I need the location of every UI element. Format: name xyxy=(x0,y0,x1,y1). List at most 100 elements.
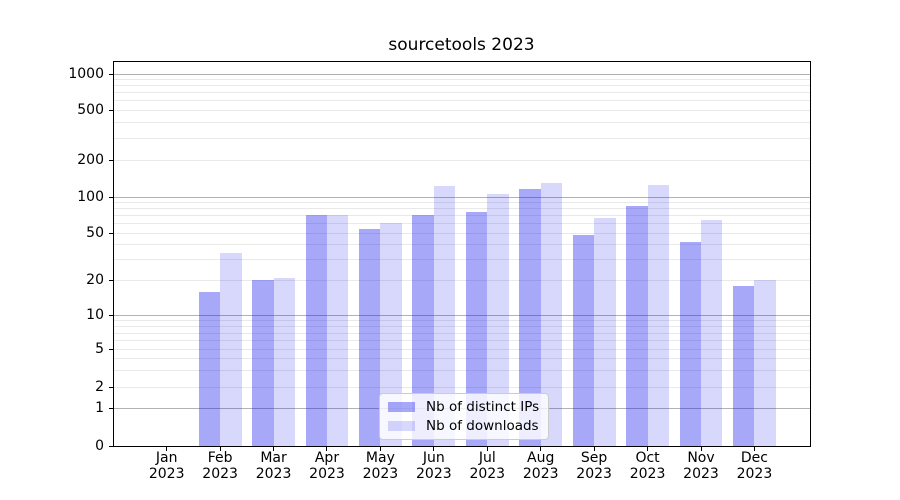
x-label-month: Oct xyxy=(635,450,660,466)
x-label-month: Dec xyxy=(740,450,768,466)
bar-downloads xyxy=(647,184,669,446)
y-axis-tick xyxy=(109,160,113,162)
bar-distinct-ips xyxy=(412,214,434,446)
minor-gridline xyxy=(113,223,810,225)
bar-distinct-ips xyxy=(305,214,327,446)
y-axis-tick-label: 10 xyxy=(86,307,104,324)
y-axis-tick-label: 1000 xyxy=(68,65,104,82)
minor-gridline xyxy=(113,349,810,351)
bar-downloads xyxy=(540,182,563,446)
y-axis-tick-label: 500 xyxy=(77,102,104,118)
legend: Nb of distinct IPs Nb of downloads xyxy=(379,392,550,440)
minor-gridline xyxy=(113,100,810,102)
minor-gridline xyxy=(113,208,810,210)
bar-distinct-ips xyxy=(733,285,755,446)
legend-label: Nb of downloads xyxy=(426,417,539,434)
y-axis-tick-label: 100 xyxy=(77,188,104,205)
x-axis-tick-label: Sep 2023 xyxy=(562,450,626,482)
x-label-year: 2023 xyxy=(416,465,452,482)
x-axis-tick-label: Nov 2023 xyxy=(669,450,733,482)
x-label-year: 2023 xyxy=(309,465,345,482)
x-label-month: Feb xyxy=(207,450,233,466)
minor-gridline xyxy=(113,320,810,322)
minor-gridline xyxy=(113,326,810,328)
plot-area xyxy=(113,61,810,446)
x-axis-tick-label: Feb 2023 xyxy=(188,450,252,482)
x-axis-tick xyxy=(753,446,755,451)
x-label-month: Mar xyxy=(260,450,287,466)
y-axis-tick-label: 200 xyxy=(77,152,104,169)
minor-gridline xyxy=(113,370,810,372)
y-axis-tick xyxy=(109,196,113,198)
y-axis-tick-label: 20 xyxy=(86,272,104,289)
bar-distinct-ips xyxy=(252,280,274,446)
x-label-year: 2023 xyxy=(202,465,238,482)
minor-gridline xyxy=(113,332,810,334)
spine-right xyxy=(810,60,811,447)
bar-distinct-ips xyxy=(626,206,648,446)
bar-downloads xyxy=(326,214,349,446)
bar-downloads xyxy=(594,218,616,446)
minor-gridline xyxy=(113,92,810,94)
minor-gridline xyxy=(113,110,810,111)
x-label-month: Jan xyxy=(155,450,178,466)
minor-gridline xyxy=(113,232,810,234)
y-axis-tick-label: 5 xyxy=(95,341,104,358)
minor-gridline xyxy=(113,160,810,162)
x-label-month: Sep xyxy=(580,450,608,466)
x-axis-tick xyxy=(647,446,649,451)
x-axis-tick-label: Jan 2023 xyxy=(135,450,199,482)
legend-item: Nb of downloads xyxy=(388,417,539,435)
minor-gridline xyxy=(113,340,810,342)
bar-downloads xyxy=(487,194,509,446)
x-axis-tick xyxy=(379,446,381,451)
legend-item: Nb of distinct IPs xyxy=(388,398,539,416)
x-axis-tick xyxy=(486,446,488,451)
x-label-year: 2023 xyxy=(576,465,612,482)
y-axis-tick xyxy=(109,73,113,75)
x-label-year: 2023 xyxy=(362,465,399,482)
legend-swatch-distinct-ips xyxy=(388,401,415,412)
x-label-month: Nov xyxy=(687,450,715,466)
spine-top xyxy=(113,60,811,62)
bar-downloads xyxy=(433,186,456,446)
y-axis-tick xyxy=(109,280,113,282)
y-axis-tick-label: 1 xyxy=(95,400,104,417)
minor-gridline xyxy=(113,122,810,124)
bar-downloads xyxy=(273,277,295,446)
x-label-month: May xyxy=(365,450,395,466)
y-axis-tick-label: 2 xyxy=(95,378,104,395)
x-label-year: 2023 xyxy=(469,465,506,482)
x-axis-tick xyxy=(219,446,221,451)
x-label-year: 2023 xyxy=(629,465,666,482)
x-axis-tick xyxy=(700,446,702,451)
minor-gridline xyxy=(113,137,810,139)
minor-gridline xyxy=(113,215,810,217)
x-axis-tick-label: Aug 2023 xyxy=(509,450,573,482)
bar-distinct-ips xyxy=(679,241,701,446)
major-gridline xyxy=(113,315,810,317)
legend-swatch-downloads xyxy=(388,420,415,431)
bar-distinct-ips xyxy=(465,211,488,446)
bar-distinct-ips xyxy=(519,188,541,446)
y-axis-tick xyxy=(109,408,113,410)
x-axis-tick xyxy=(326,446,328,451)
x-axis-tick xyxy=(166,446,168,451)
bar-distinct-ips xyxy=(359,228,381,446)
y-axis-tick-label: 50 xyxy=(86,224,104,241)
x-label-month: Jun xyxy=(422,450,445,466)
spine-bottom xyxy=(113,445,811,447)
x-label-year: 2023 xyxy=(736,465,773,482)
x-label-month: Aug xyxy=(527,450,555,466)
major-gridline xyxy=(113,73,810,75)
x-axis-tick-label: Apr 2023 xyxy=(295,450,359,482)
bar-downloads xyxy=(380,223,402,446)
major-gridline xyxy=(113,196,810,198)
x-axis-tick-label: Mar 2023 xyxy=(242,450,306,482)
x-label-year: 2023 xyxy=(255,465,292,482)
x-axis-tick-label: Jul 2023 xyxy=(455,450,519,482)
x-label-month: Jul xyxy=(478,450,496,466)
minor-gridline xyxy=(113,259,810,261)
minor-gridline xyxy=(113,85,810,87)
y-axis-tick xyxy=(109,386,113,388)
